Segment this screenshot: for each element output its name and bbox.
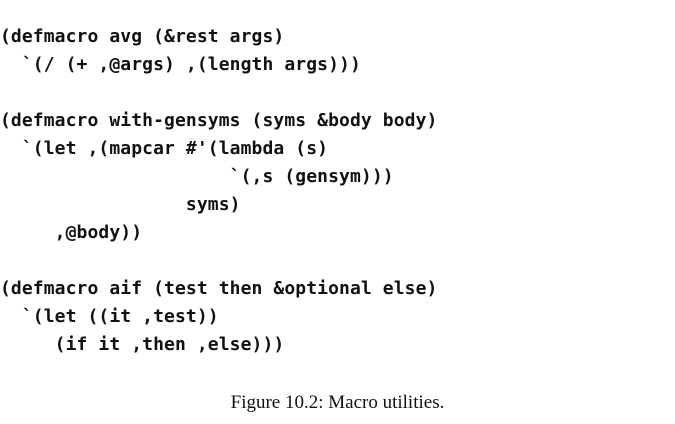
code-line-aif-def: (defmacro aif (test then &optional else) bbox=[0, 278, 438, 299]
code-line-aif-if: (if it ,then ,else))) bbox=[0, 334, 285, 355]
code-line-avg-body: `(/ (+ ,@args) ,(length args))) bbox=[0, 54, 361, 75]
code-line-with-gensyms-syms: syms) bbox=[0, 194, 241, 215]
code-line-with-gensyms-let: `(let ,(mapcar #'(lambda (s) bbox=[0, 138, 329, 159]
code-line-with-gensyms-body: ,@body)) bbox=[0, 222, 143, 243]
code-line-with-gensyms-def: (defmacro with-gensyms (syms &body body) bbox=[0, 110, 438, 131]
code-line-aif-let: `(let ((it ,test)) bbox=[0, 306, 219, 327]
code-line-with-gensyms-gensym: `(,s (gensym))) bbox=[0, 166, 394, 187]
figure-caption: Figure 10.2: Macro utilities. bbox=[230, 392, 445, 413]
code-line-avg-def: (defmacro avg (&rest args) bbox=[0, 26, 285, 47]
